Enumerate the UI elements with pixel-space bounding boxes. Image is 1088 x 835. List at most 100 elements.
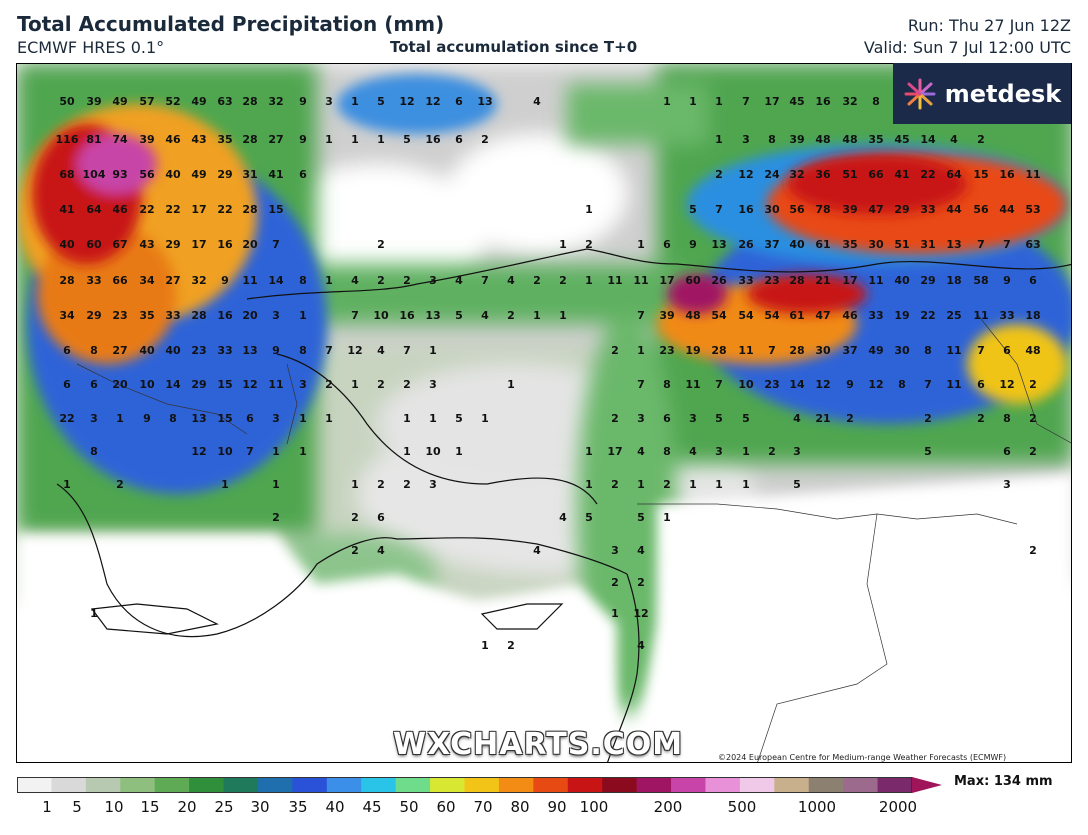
precip-value-label: 49 — [868, 344, 883, 357]
precip-value-label: 5 — [585, 511, 593, 524]
precip-value-label: 9 — [221, 274, 229, 287]
precip-value-label: 10 — [425, 445, 441, 458]
precip-value-label: 5 — [924, 445, 932, 458]
precip-value-label: 78 — [815, 203, 830, 216]
precip-value-label: 1 — [715, 133, 723, 146]
precip-value-label: 2 — [924, 412, 932, 425]
colorbar — [17, 777, 942, 793]
precip-value-label: 28 — [242, 95, 257, 108]
colorbar-segment — [292, 777, 328, 793]
precip-value-labels: 50 39 49 57 52 49 63 28 32 9 3 1 5 12 12 6 13 4 1 1 1 7 17 45 16… — [56, 95, 1041, 652]
precip-value-label: 44 — [946, 203, 962, 216]
precip-value-label: 11 — [946, 344, 961, 357]
precip-value-label: 1 — [403, 445, 411, 458]
precip-value-label: 2 — [611, 478, 619, 491]
accumulation-subtitle: Total accumulation since T+0 — [390, 38, 638, 56]
precip-value-label: 66 — [112, 274, 128, 287]
precip-value-label: 40 — [165, 344, 181, 357]
precip-value-label: 26 — [738, 238, 754, 251]
precip-value-label: 2 — [715, 168, 723, 181]
precip-value-label: 7 — [742, 95, 750, 108]
precip-value-label: 1 — [351, 133, 359, 146]
precip-value-label: 14 — [789, 378, 805, 391]
precip-value-label: 1 — [325, 274, 333, 287]
precip-value-label: 23 — [191, 344, 206, 357]
colorbar-segment — [17, 777, 53, 793]
colorbar-segment — [636, 777, 672, 793]
precip-value-label: 3 — [611, 544, 619, 557]
precip-value-label: 29 — [86, 309, 101, 322]
precipitation-map[interactable]: 50 39 49 57 52 49 63 28 32 9 3 1 5 12 12 6 13 4 1 1 1 7 17 45 16… — [16, 63, 1072, 763]
precip-value-label: 39 — [86, 95, 101, 108]
precip-value-label: 4 — [950, 133, 958, 146]
colorbar-tick-label: 60 — [436, 798, 456, 816]
precip-value-label: 4 — [793, 412, 801, 425]
precip-value-label: 12 — [191, 445, 206, 458]
precip-value-label: 8 — [663, 445, 671, 458]
precip-value-label: 58 — [973, 274, 988, 287]
precip-value-label: 41 — [894, 168, 909, 181]
precip-value-label: 11 — [946, 378, 961, 391]
colorbar-tick-label: 80 — [510, 798, 530, 816]
precip-value-label: 11 — [633, 274, 648, 287]
precip-value-label: 1 — [403, 412, 411, 425]
precip-value-label: 5 — [455, 309, 463, 322]
precip-value-label: 4 — [637, 639, 645, 652]
precip-value-label: 68 — [59, 168, 74, 181]
precip-value-label: 41 — [59, 203, 74, 216]
precip-value-label: 8 — [299, 274, 307, 287]
precip-value-label: 7 — [977, 238, 985, 251]
precip-value-label: 2 — [377, 274, 385, 287]
precip-value-label: 51 — [842, 168, 857, 181]
precip-value-label: 7 — [272, 238, 280, 251]
precip-value-label: 8 — [169, 412, 177, 425]
precip-value-label: 2 — [377, 378, 385, 391]
precip-value-label: 11 — [1025, 168, 1040, 181]
precip-value-label: 2 — [1029, 412, 1037, 425]
precip-value-label: 7 — [768, 344, 776, 357]
precip-value-label: 3 — [272, 309, 280, 322]
precip-value-label: 12 — [347, 344, 362, 357]
precip-value-label: 5 — [403, 133, 411, 146]
precip-value-label: 1 — [429, 412, 437, 425]
borders — [76, 313, 1071, 762]
precip-value-label: 2 — [663, 478, 671, 491]
precip-value-label: 8 — [299, 344, 307, 357]
precip-value-label: 5 — [455, 412, 463, 425]
colorbar-segment — [430, 777, 466, 793]
precip-value-label: 6 — [63, 378, 71, 391]
precip-value-label: 16 — [399, 309, 415, 322]
run-label: Run: Thu 27 Jun 12Z — [907, 16, 1071, 35]
precip-value-label: 6 — [299, 168, 307, 181]
precip-value-label: 56 — [789, 203, 805, 216]
precip-value-label: 6 — [90, 378, 98, 391]
colorbar-segment — [464, 777, 500, 793]
colorbar-tick-label: 70 — [473, 798, 493, 816]
colorbar-segment — [877, 777, 913, 793]
colorbar-border — [17, 777, 912, 793]
precip-value-label: 16 — [425, 133, 441, 146]
precip-value-label: 2 — [351, 511, 359, 524]
precip-value-label: 13 — [191, 412, 206, 425]
precip-value-label: 7 — [481, 274, 489, 287]
precip-value-label: 1 — [689, 95, 697, 108]
colorbar-segment — [602, 777, 638, 793]
precip-value-label: 19 — [685, 344, 700, 357]
precip-value-label: 56 — [139, 168, 155, 181]
precip-value-label: 9 — [1003, 274, 1011, 287]
precip-value-label: 2 — [768, 445, 776, 458]
precip-value-label: 3 — [1003, 478, 1011, 491]
precip-value-label: 3 — [299, 378, 307, 391]
precip-value-label: 8 — [768, 133, 776, 146]
colorbar-tick-label: 25 — [214, 798, 234, 816]
precip-value-label: 8 — [898, 378, 906, 391]
precip-value-label: 7 — [325, 344, 333, 357]
precip-value-label: 35 — [217, 133, 232, 146]
precip-value-label: 1 — [742, 478, 750, 491]
precip-value-label: 16 — [738, 203, 754, 216]
precip-value-label: 22 — [139, 203, 154, 216]
colorbar-gradient — [17, 777, 942, 793]
precip-value-label: 1 — [742, 445, 750, 458]
precip-value-label: 2 — [403, 478, 411, 491]
precip-value-label: 1 — [325, 133, 333, 146]
